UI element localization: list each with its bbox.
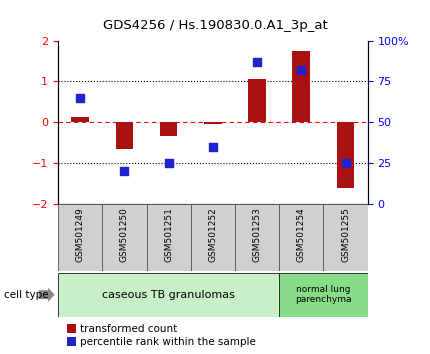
Point <box>342 160 349 166</box>
Point <box>209 144 216 149</box>
Bar <box>58 204 102 271</box>
Text: caseous TB granulomas: caseous TB granulomas <box>102 290 235 300</box>
Bar <box>292 51 310 122</box>
Bar <box>323 204 368 271</box>
Bar <box>337 122 354 188</box>
Text: GSM501255: GSM501255 <box>341 207 350 262</box>
Bar <box>58 273 279 317</box>
Text: normal lung
parenchyma: normal lung parenchyma <box>295 285 352 304</box>
Text: GSM501252: GSM501252 <box>209 207 217 262</box>
Bar <box>71 117 89 122</box>
Text: GSM501253: GSM501253 <box>252 207 261 262</box>
Bar <box>102 204 147 271</box>
Point <box>298 67 305 73</box>
Bar <box>204 122 222 124</box>
Point <box>165 160 172 166</box>
Text: GSM501249: GSM501249 <box>76 207 85 262</box>
Bar <box>147 204 191 271</box>
Text: GDS4256 / Hs.190830.0.A1_3p_at: GDS4256 / Hs.190830.0.A1_3p_at <box>103 19 327 33</box>
Text: cell type: cell type <box>4 290 49 300</box>
Bar <box>248 79 266 122</box>
Bar <box>116 122 133 149</box>
Point <box>254 59 261 65</box>
Bar <box>279 204 323 271</box>
Bar <box>160 122 178 136</box>
Point <box>77 95 83 101</box>
Point <box>121 168 128 174</box>
Bar <box>191 204 235 271</box>
Text: GSM501254: GSM501254 <box>297 207 306 262</box>
Bar <box>235 204 279 271</box>
Text: GSM501251: GSM501251 <box>164 207 173 262</box>
Bar <box>279 273 368 317</box>
Text: transformed count: transformed count <box>80 324 178 333</box>
Text: percentile rank within the sample: percentile rank within the sample <box>80 337 256 347</box>
Text: GSM501250: GSM501250 <box>120 207 129 262</box>
